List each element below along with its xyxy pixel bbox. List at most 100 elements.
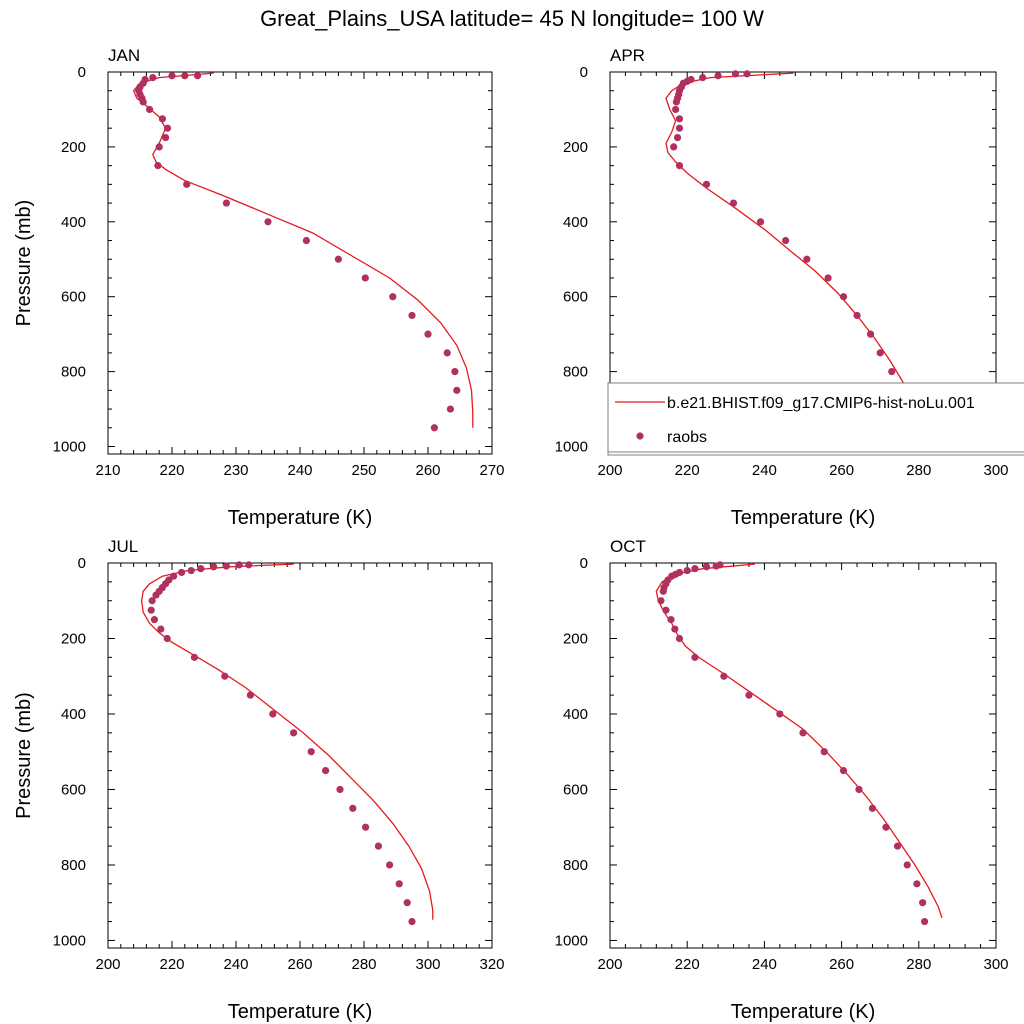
panel-title: APR — [610, 46, 645, 65]
raobs-point — [776, 710, 784, 718]
panels: 210 220 230 240 250 260 270 0 200 400 600 800 1000 JA… — [13, 46, 1009, 1023]
raobs-point — [302, 236, 310, 245]
raobs-point — [154, 162, 162, 170]
raobs-point — [245, 561, 253, 569]
raobs-point — [187, 566, 195, 575]
panel-jul: 200 220 240 260 280 300 320 0 200 400 600 800 1000 JU… — [13, 537, 505, 1023]
raobs-point — [756, 218, 765, 226]
raobs-point — [269, 710, 277, 718]
raobs-point — [168, 72, 176, 80]
x-axis-label: Temperature (K) — [228, 1001, 373, 1023]
x-tick-label: 240 — [223, 956, 248, 973]
x-tick-label: 230 — [223, 462, 248, 479]
y-axis-label: Pressure (mb) — [13, 200, 35, 327]
raobs-point — [221, 672, 229, 680]
y-tick-label: 200 — [563, 139, 588, 156]
raobs-point — [675, 124, 684, 132]
x-tick-label: 300 — [983, 956, 1008, 973]
legend-label-model: b.e21.BHIST.f09_g17.CMIP6-hist-noLu.001 — [667, 395, 975, 412]
raobs-point — [157, 625, 165, 633]
model-series-line — [140, 563, 434, 920]
raobs-point — [162, 133, 170, 142]
raobs-point — [152, 591, 160, 599]
x-tick-label: 280 — [906, 956, 931, 973]
raobs-point — [691, 653, 699, 661]
raobs-point — [702, 180, 711, 188]
raobs-point — [839, 766, 848, 775]
raobs-point — [671, 625, 679, 633]
y-tick-label: 600 — [563, 781, 588, 798]
x-tick-label: 220 — [159, 462, 184, 479]
raobs-point — [349, 804, 357, 812]
raobs-point — [222, 199, 230, 207]
x-axis-label: Temperature (K) — [731, 507, 876, 529]
raobs-point — [672, 105, 680, 114]
y-tick-label: 1000 — [53, 439, 86, 456]
raobs-point — [691, 565, 699, 573]
raobs-point — [876, 349, 884, 357]
x-tick-label: 300 — [415, 956, 440, 973]
raobs-point — [307, 748, 315, 756]
raobs-point — [868, 804, 877, 812]
raobs-point — [386, 861, 394, 869]
raobs-point — [782, 236, 790, 245]
raobs-point — [395, 880, 403, 888]
y-tick-label: 200 — [61, 630, 86, 647]
y-tick-label: 200 — [61, 139, 86, 156]
legend-box — [607, 382, 1024, 456]
raobs-point — [731, 70, 740, 78]
x-axis-label: Temperature (K) — [731, 1001, 876, 1023]
raobs-point — [729, 199, 738, 207]
y-tick-label: 1000 — [555, 932, 588, 949]
raobs-point — [290, 729, 298, 737]
raobs-point — [839, 293, 848, 301]
raobs-point — [657, 597, 665, 605]
raobs-point — [712, 562, 720, 570]
raobs-point — [389, 293, 397, 301]
raobs-point — [210, 563, 218, 571]
raobs-point — [408, 311, 416, 320]
raobs-point — [197, 565, 205, 573]
panel-apr: 200 220 240 260 280 300 0 200 400 600 800 1000 APR Te… — [555, 46, 1009, 529]
raobs-point — [893, 842, 902, 850]
raobs-point — [913, 880, 921, 888]
raobs-point — [855, 785, 863, 794]
raobs-point — [181, 72, 189, 80]
raobs-point — [824, 274, 832, 282]
y-tick-label: 0 — [580, 555, 588, 572]
x-tick-label: 260 — [829, 462, 854, 479]
raobs-point — [451, 368, 459, 376]
raobs-point — [235, 561, 243, 569]
raobs-point — [361, 274, 369, 282]
x-tick-label: 240 — [287, 462, 312, 479]
raobs-point — [190, 653, 198, 661]
plot-frame — [107, 562, 493, 949]
raobs-point — [194, 72, 202, 80]
raobs-point — [702, 563, 711, 571]
x-tick-label: 200 — [95, 956, 120, 973]
raobs-point — [430, 424, 438, 432]
x-tick-label: 300 — [983, 462, 1008, 479]
legend-marker-swatch — [636, 432, 644, 440]
x-tick-label: 240 — [752, 956, 777, 973]
x-tick-label: 280 — [906, 462, 931, 479]
raobs-point — [178, 568, 186, 577]
raobs-point — [443, 349, 451, 357]
raobs-point — [675, 115, 684, 123]
raobs-point — [866, 330, 875, 338]
raobs-point — [853, 311, 861, 320]
raobs-point — [322, 766, 330, 775]
legend: b.e21.BHIST.f09_g17.CMIP6-hist-noLu.001r… — [607, 382, 1024, 456]
panel-title: OCT — [610, 537, 646, 556]
raobs-point — [148, 597, 156, 605]
legend-label-raobs: raobs — [667, 429, 707, 446]
x-tick-label: 280 — [351, 956, 376, 973]
y-tick-label: 1000 — [555, 439, 588, 456]
raobs-point — [147, 606, 155, 614]
y-tick-label: 800 — [563, 364, 588, 381]
plot-frame — [609, 562, 997, 949]
raobs-point — [362, 823, 370, 831]
raobs-point — [334, 255, 342, 263]
y-tick-label: 800 — [61, 364, 86, 381]
x-tick-label: 220 — [675, 462, 700, 479]
